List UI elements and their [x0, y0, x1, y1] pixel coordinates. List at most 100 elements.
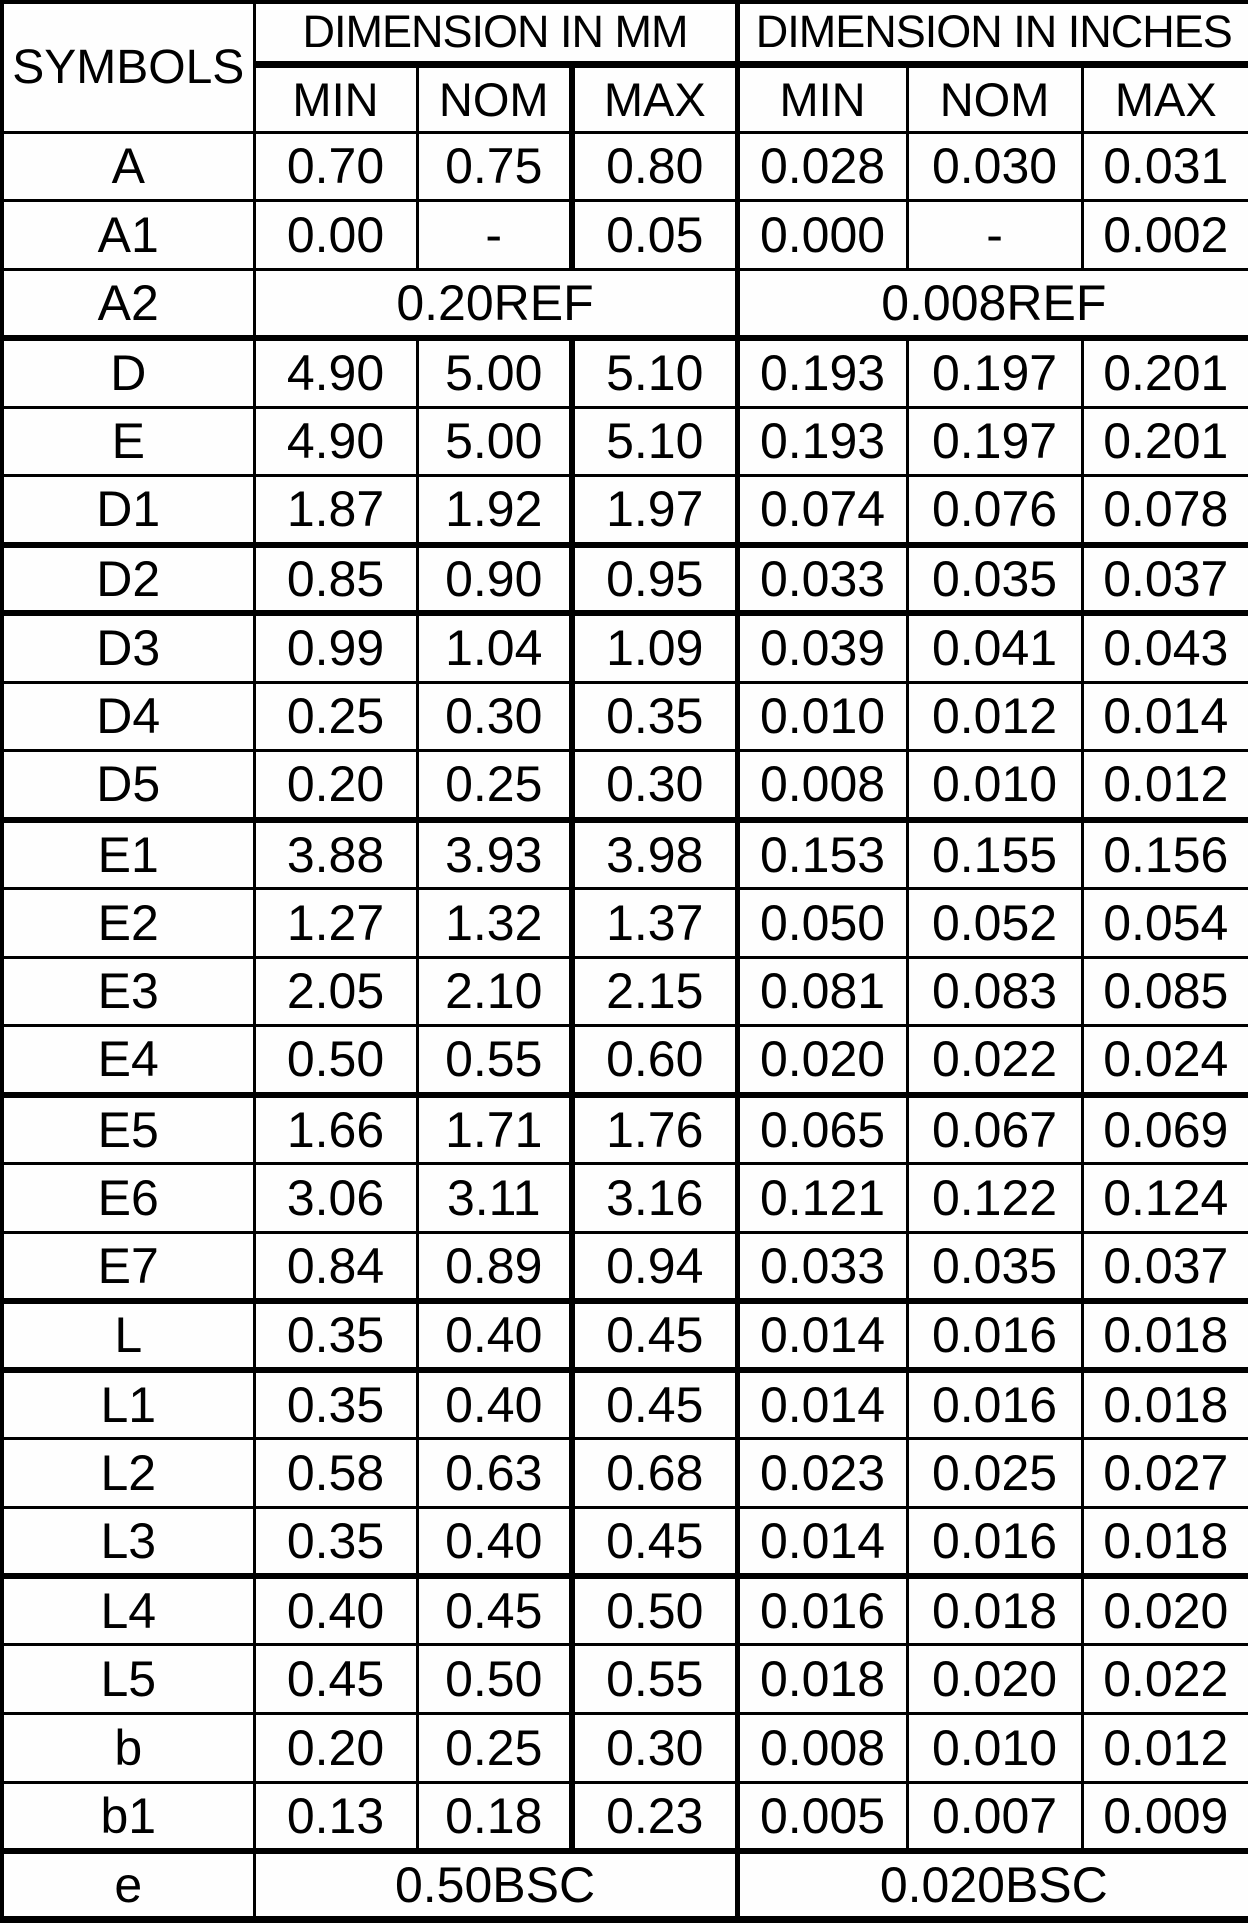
inches-min-header: MIN: [734, 62, 909, 134]
inches-max-value-cell: 0.012: [1080, 1711, 1248, 1784]
mm-max-value-cell: 0.45: [568, 1505, 739, 1579]
mm-span-value-cell: 0.20REF: [252, 268, 739, 342]
symbol-cell: D4: [0, 680, 256, 753]
symbol-cell: E: [0, 405, 256, 478]
inches-max-value-cell: 0.078: [1080, 474, 1248, 548]
mm-nom-value-cell: 3.93: [415, 818, 574, 890]
inches-min-value-cell: 0.014: [734, 1505, 909, 1579]
mm-nom-value-cell: 1.32: [415, 886, 574, 959]
mm-max-header: MAX: [568, 62, 739, 134]
mm-min-value-cell: 0.45: [252, 1643, 419, 1715]
table-row: E7 0.84 0.89 0.94 0.033 0.035 0.037: [0, 1230, 1248, 1304]
inches-max-value-cell: 0.027: [1080, 1436, 1248, 1509]
symbol-cell: L1: [0, 1368, 256, 1440]
symbol-cell: D2: [0, 543, 256, 617]
mm-max-value-cell: 1.76: [568, 1093, 739, 1165]
inches-max-value-cell: 0.156: [1080, 818, 1248, 890]
inches-group-header: DIMENSION IN INCHES: [734, 0, 1248, 68]
mm-max-value-cell: 0.60: [568, 1024, 739, 1098]
inches-max-value-cell: 0.043: [1080, 611, 1248, 684]
mm-max-value-cell: 0.55: [568, 1643, 739, 1715]
inches-min-value-cell: 0.028: [734, 130, 909, 203]
table-row: A 0.70 0.75 0.80 0.028 0.030 0.031: [0, 130, 1248, 203]
mm-min-value-cell: 0.70: [252, 130, 419, 203]
table-row: L3 0.35 0.40 0.45 0.014 0.016 0.018: [0, 1505, 1248, 1579]
inches-max-value-cell: 0.069: [1080, 1093, 1248, 1165]
inches-min-value-cell: 0.020: [734, 1024, 909, 1098]
mm-min-value-cell: 1.66: [252, 1093, 419, 1165]
table-row: E6 3.06 3.11 3.16 0.121 0.122 0.124: [0, 1161, 1248, 1234]
mm-nom-value-cell: 1.04: [415, 611, 574, 684]
mm-nom-value-cell: 0.45: [415, 1574, 574, 1646]
inches-max-value-cell: 0.201: [1080, 336, 1248, 409]
inches-min-value-cell: 0.008: [734, 1711, 909, 1784]
inches-max-value-cell: 0.018: [1080, 1505, 1248, 1579]
table-row: L5 0.45 0.50 0.55 0.018 0.020 0.022: [0, 1643, 1248, 1715]
mm-max-value-cell: 0.30: [568, 749, 739, 823]
inches-max-value-cell: 0.024: [1080, 1024, 1248, 1098]
inches-max-header: MAX: [1080, 62, 1248, 134]
mm-max-value-cell: 5.10: [568, 336, 739, 409]
mm-nom-value-cell: -: [415, 199, 574, 271]
mm-nom-value-cell: 5.00: [415, 336, 574, 409]
symbol-cell: A1: [0, 199, 256, 271]
inches-span-value-cell: 0.008REF: [734, 268, 1248, 342]
inches-min-value-cell: 0.074: [734, 474, 909, 548]
symbol-cell: A2: [0, 268, 256, 342]
symbol-cell: E3: [0, 955, 256, 1028]
inches-nom-value-cell: -: [905, 199, 1084, 271]
inches-min-value-cell: 0.023: [734, 1436, 909, 1509]
mm-min-value-cell: 0.00: [252, 199, 419, 271]
inches-max-value-cell: 0.014: [1080, 680, 1248, 753]
mm-max-value-cell: 0.94: [568, 1230, 739, 1304]
mm-min-value-cell: 0.35: [252, 1505, 419, 1579]
inches-nom-value-cell: 0.025: [905, 1436, 1084, 1509]
symbol-cell: L5: [0, 1643, 256, 1715]
symbol-cell: E5: [0, 1093, 256, 1165]
inches-span-value-cell: 0.020BSC: [734, 1849, 1248, 1921]
symbol-cell: D: [0, 336, 256, 409]
mm-min-value-cell: 0.35: [252, 1299, 419, 1373]
inches-min-value-cell: 0.014: [734, 1299, 909, 1373]
table-body: A 0.70 0.75 0.80 0.028 0.030 0.031 A1 0.00-0.05 0…: [0, 130, 1248, 1921]
mm-max-value-cell: 0.23: [568, 1780, 739, 1854]
inches-max-value-cell: 0.012: [1080, 749, 1248, 823]
mm-min-value-cell: 3.88: [252, 818, 419, 890]
inches-nom-value-cell: 0.010: [905, 749, 1084, 823]
mm-max-value-cell: 0.45: [568, 1368, 739, 1440]
inches-max-value-cell: 0.054: [1080, 886, 1248, 959]
inches-min-value-cell: 0.014: [734, 1368, 909, 1440]
inches-min-value-cell: 0.065: [734, 1093, 909, 1165]
mm-max-value-cell: 0.45: [568, 1299, 739, 1373]
mm-min-value-cell: 2.05: [252, 955, 419, 1028]
table-header: SYMBOLS DIMENSION IN MM DIMENSION IN INC…: [0, 0, 1248, 134]
inches-min-value-cell: 0.000: [734, 199, 909, 271]
inches-nom-value-cell: 0.012: [905, 680, 1084, 753]
table-row: L2 0.58 0.63 0.68 0.023 0.025 0.027: [0, 1436, 1248, 1509]
inches-max-value-cell: 0.018: [1080, 1368, 1248, 1440]
table-row: D2 0.85 0.90 0.95 0.033 0.035 0.037: [0, 543, 1248, 617]
symbol-cell: E4: [0, 1024, 256, 1098]
mm-max-value-cell: 1.09: [568, 611, 739, 684]
table-row: E2 1.27 1.32 1.37 0.050 0.052 0.054: [0, 886, 1248, 959]
inches-max-value-cell: 0.002: [1080, 199, 1248, 271]
mm-group-header: DIMENSION IN MM: [252, 0, 739, 68]
mm-min-value-cell: 4.90: [252, 336, 419, 409]
table-row: E5 1.66 1.71 1.76 0.065 0.067 0.069: [0, 1093, 1248, 1165]
inches-nom-value-cell: 0.076: [905, 474, 1084, 548]
mm-nom-value-cell: 0.30: [415, 680, 574, 753]
inches-max-value-cell: 0.037: [1080, 543, 1248, 617]
mm-min-value-cell: 0.50: [252, 1024, 419, 1098]
mm-max-value-cell: 0.80: [568, 130, 739, 203]
mm-nom-value-cell: 0.40: [415, 1505, 574, 1579]
table-row: A1 0.00-0.05 0.000-0.002: [0, 199, 1248, 271]
mm-nom-value-cell: 0.63: [415, 1436, 574, 1509]
table-row: b 0.20 0.25 0.30 0.008 0.010 0.012: [0, 1711, 1248, 1784]
inches-min-value-cell: 0.153: [734, 818, 909, 890]
inches-min-value-cell: 0.193: [734, 405, 909, 478]
symbol-cell: E2: [0, 886, 256, 959]
inches-max-value-cell: 0.085: [1080, 955, 1248, 1028]
inches-nom-value-cell: 0.016: [905, 1505, 1084, 1579]
inches-nom-value-cell: 0.007: [905, 1780, 1084, 1854]
mm-max-value-cell: 1.97: [568, 474, 739, 548]
